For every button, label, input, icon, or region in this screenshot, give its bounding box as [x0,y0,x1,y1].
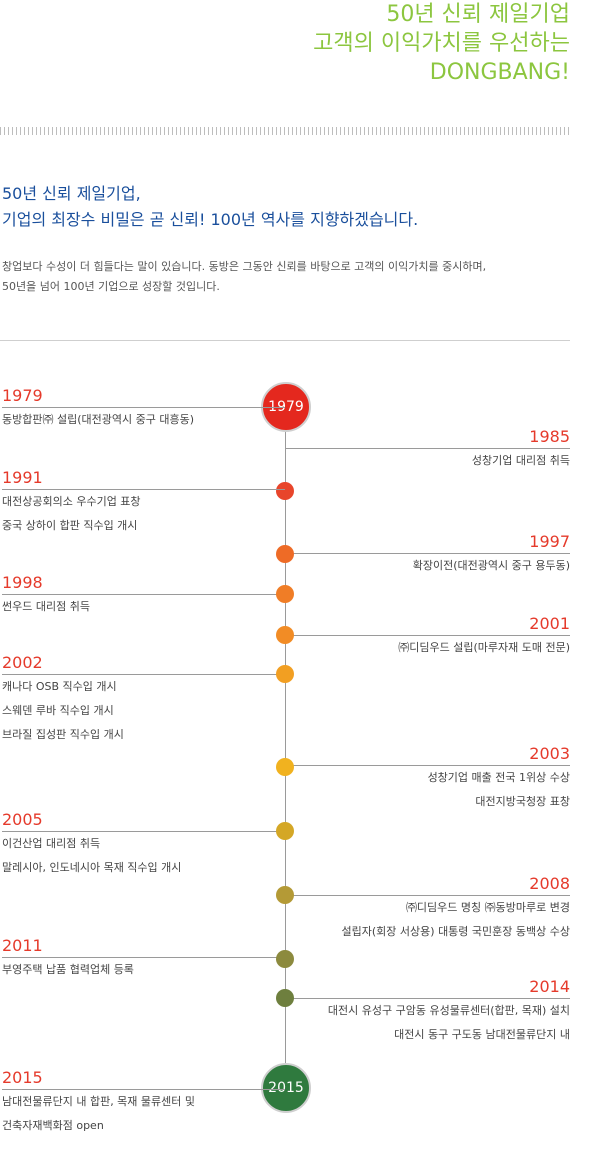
event-year: 1997 [529,532,570,551]
event-connector-line [2,489,285,490]
event-connector-line [2,674,285,675]
event-connector-line [285,895,570,896]
event-year: 2015 [2,1068,43,1087]
event-description: 말레시아, 인도네시아 목재 직수입 개시 [2,861,182,874]
event-description: 브라질 집성판 직수입 개시 [2,728,124,741]
event-description: 부영주택 납품 협력업체 등록 [2,963,134,976]
intro-body-line-1: 창업보다 수성이 더 힘들다는 말이 있습니다. 동방은 그동안 신뢰를 바탕으… [2,260,487,273]
event-year: 2008 [529,874,570,893]
event-connector-line [2,957,285,958]
event-year: 2002 [2,653,43,672]
event-description: 이건산업 대리점 취득 [2,837,101,850]
event-connector-line [2,1089,285,1090]
event-description: 설립자(회장 서상용) 대통령 국민훈장 동백상 수상 [341,925,570,938]
intro-body: 창업보다 수성이 더 힘들다는 말이 있습니다. 동방은 그동안 신뢰를 바탕으… [2,257,486,297]
end-year-badge: 2015 [261,1063,311,1113]
event-year: 1998 [2,573,43,592]
event-year: 2014 [529,977,570,996]
event-description: 동방합판㈜ 설립(대전광역시 중구 대흥동) [2,413,194,426]
event-description: 캐나다 OSB 직수입 개시 [2,680,117,693]
event-connector-line [285,553,570,554]
intro-heading: 50년 신뢰 제일기업, 기업의 최장수 비밀은 곧 신뢰! 100년 역사를 … [2,181,418,233]
event-year: 1979 [2,386,43,405]
event-year: 2001 [529,614,570,633]
hero-line-1: 50년 신뢰 제일기업 [386,2,570,27]
timeline-dot [276,665,294,683]
timeline-event-2001: 2001 ㈜디딤우드 설립(마루자재 도매 전문) [285,614,570,660]
event-description: 건축자재백화점 open [2,1119,104,1132]
timeline-dot [276,626,294,644]
event-description: 대전시 동구 구도동 남대전물류단지 내 [394,1028,570,1041]
timeline-event-1997: 1997 확장이전(대전광역시 중구 용두동) [285,532,570,578]
event-year: 1991 [2,468,43,487]
timeline-dot [276,822,294,840]
event-connector-line [285,998,570,999]
timeline-dot [276,482,294,500]
event-connector-line [2,407,285,408]
event-connector-line [2,594,285,595]
event-description: 성창기업 매출 전국 1위상 수상 [427,771,570,784]
timeline-event-1998: 1998 썬우드 대리점 취득 [2,573,285,619]
hero-slogan: 50년 신뢰 제일기업 고객의 이익가치를 우선하는 DONGBANG! [313,0,570,87]
event-year: 2003 [529,744,570,763]
hero-line-3: DONGBANG! [429,60,570,85]
event-description: 대전시 유성구 구암동 유성물류센터(합판, 목재) 설치 [327,1004,570,1017]
timeline-dot [276,950,294,968]
event-description: 대전상공회의소 우수기업 표창 [2,495,141,508]
event-description: 썬우드 대리점 취득 [2,600,90,613]
timeline-dot [276,989,294,1007]
event-connector-line [2,831,285,832]
timeline-dot [276,886,294,904]
hero-line-2: 고객의 이익가치를 우선하는 [313,31,570,56]
event-description: 대전지방국청장 표창 [475,795,570,808]
event-description: 남대전물류단지 내 합판, 목재 물류센터 및 [2,1095,196,1108]
dashed-divider [0,127,570,135]
event-description: 중국 상하이 합판 직수입 개시 [2,519,138,532]
timeline-event-2011: 2011 부영주택 납품 협력업체 등록 [2,936,285,982]
event-year: 2011 [2,936,43,955]
intro-heading-line-2: 기업의 최장수 비밀은 곧 신뢰! 100년 역사를 지향하겠습니다. [2,210,419,229]
event-connector-line [285,448,570,449]
timeline-axis [285,401,286,1089]
event-connector-line [285,765,570,766]
event-description: ㈜디딤우드 설립(마루자재 도매 전문) [398,641,570,654]
timeline-dot [276,758,294,776]
section-divider [0,340,570,341]
intro-heading-line-1: 50년 신뢰 제일기업, [2,184,141,203]
event-year: 2005 [2,810,43,829]
event-description: 성창기업 대리점 취득 [471,454,570,467]
intro-body-line-2: 50년을 넘어 100년 기업으로 성장할 것입니다. [2,280,220,293]
timeline-dot [276,545,294,563]
timeline-event-1979: 1979 동방합판㈜ 설립(대전광역시 중구 대흥동) [2,386,285,432]
event-description: 확장이전(대전광역시 중구 용두동) [412,559,570,572]
event-description: ㈜디딤우드 명칭 ㈜동방마루로 변경 [405,901,570,914]
event-year: 1985 [529,427,570,446]
event-connector-line [285,635,570,636]
timeline-event-1985: 1985 성창기업 대리점 취득 [285,427,570,473]
event-description: 스웨덴 루바 직수입 개시 [2,704,114,717]
timeline-dot [276,585,294,603]
